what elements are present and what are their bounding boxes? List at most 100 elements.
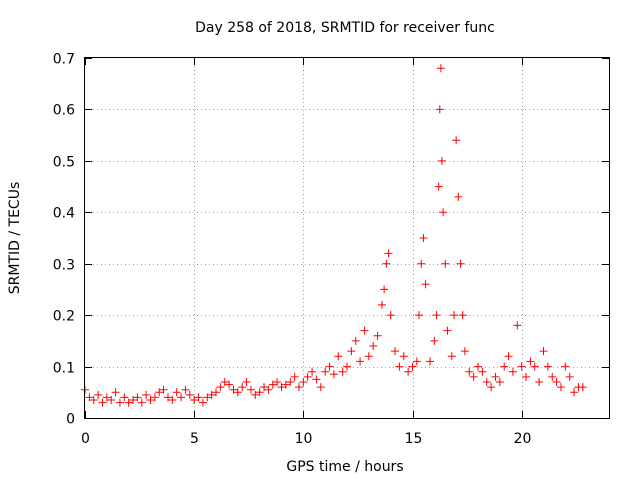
y-axis-ticks: 0 0.1 0.2 0.3 0.4 0.5 0.6 0.7 <box>53 52 609 428</box>
x-axis-label: GPS time / hours <box>286 459 403 475</box>
data-points <box>81 64 587 407</box>
data-point <box>343 362 351 371</box>
data-point <box>570 388 579 397</box>
data-point <box>421 280 430 289</box>
data-point <box>303 372 312 381</box>
data-point <box>155 388 164 397</box>
data-point <box>264 385 273 394</box>
data-point <box>432 311 441 320</box>
x-tick-label: 0 <box>81 431 90 447</box>
data-point <box>146 396 155 404</box>
data-point <box>299 378 308 386</box>
x-tick-label: 5 <box>190 431 199 447</box>
x-tick-label: 20 <box>514 431 532 447</box>
data-point <box>380 285 389 294</box>
data-point <box>334 352 343 361</box>
data-point <box>565 372 574 381</box>
data-point <box>321 367 330 376</box>
data-point <box>150 393 159 402</box>
data-point <box>460 347 469 356</box>
data-point <box>386 311 395 320</box>
data-point <box>508 367 517 376</box>
data-point <box>513 321 522 330</box>
data-point <box>115 398 124 407</box>
data-point <box>163 393 172 402</box>
data-point <box>360 326 369 335</box>
data-point <box>384 249 393 258</box>
data-point <box>242 378 251 386</box>
data-point <box>425 357 434 366</box>
data-point <box>133 393 142 402</box>
data-point <box>454 192 463 201</box>
data-point <box>329 370 338 379</box>
data-point <box>391 347 400 356</box>
data-point <box>500 362 509 371</box>
data-point <box>364 352 373 361</box>
data-point <box>238 383 247 392</box>
y-tick-label: 0.1 <box>53 361 75 377</box>
data-point <box>548 372 557 381</box>
data-point <box>458 311 467 320</box>
y-tick-label: 0.6 <box>53 103 75 119</box>
data-point <box>552 378 561 386</box>
data-point <box>382 259 391 268</box>
data-point <box>212 388 220 397</box>
y-tick-label: 0.3 <box>53 258 75 274</box>
data-point <box>89 396 98 404</box>
data-point <box>474 362 482 371</box>
data-point <box>436 64 445 73</box>
y-tick-label: 0.4 <box>53 206 75 222</box>
data-point <box>273 378 282 386</box>
data-point <box>561 362 570 371</box>
data-point <box>207 390 216 399</box>
data-point <box>185 390 194 399</box>
data-point <box>495 378 504 386</box>
data-point <box>356 357 365 366</box>
chart-title: Day 258 of 2018, SRMTID for receiver fun… <box>195 20 495 36</box>
data-point <box>268 380 277 389</box>
data-point <box>539 347 548 356</box>
data-point <box>419 234 428 242</box>
data-point <box>194 393 203 402</box>
data-point <box>535 378 544 386</box>
data-point <box>102 393 111 402</box>
data-point <box>290 372 299 381</box>
data-point <box>347 347 356 356</box>
data-point <box>251 390 260 399</box>
data-point <box>395 362 404 371</box>
data-point <box>435 105 444 114</box>
data-point <box>98 398 107 407</box>
data-point <box>449 311 458 320</box>
data-point <box>172 388 181 397</box>
y-axis-label: SRMTID / TECUs <box>7 182 23 295</box>
data-point <box>129 396 138 404</box>
data-point <box>578 383 587 392</box>
data-point <box>225 380 234 389</box>
data-point <box>338 367 347 376</box>
data-point <box>316 383 325 392</box>
data-point <box>556 383 565 392</box>
data-point <box>430 336 439 345</box>
data-point <box>260 383 269 392</box>
data-point <box>415 311 424 320</box>
data-point <box>351 336 360 345</box>
data-point <box>107 396 116 404</box>
data-point <box>277 383 286 392</box>
y-tick-label: 0.7 <box>53 52 75 68</box>
data-point <box>482 378 491 386</box>
data-point <box>198 398 207 407</box>
plot-frame <box>84 57 610 419</box>
data-point <box>443 326 452 335</box>
data-point <box>281 380 290 389</box>
data-point <box>85 393 94 402</box>
data-point <box>181 385 190 394</box>
x-tick-label: 15 <box>405 431 423 447</box>
data-point <box>124 398 133 407</box>
data-point <box>439 208 448 217</box>
data-point <box>522 372 531 381</box>
data-point <box>159 385 168 394</box>
data-point <box>286 378 295 386</box>
data-point <box>168 396 177 404</box>
y-tick-label: 0 <box>66 412 75 428</box>
